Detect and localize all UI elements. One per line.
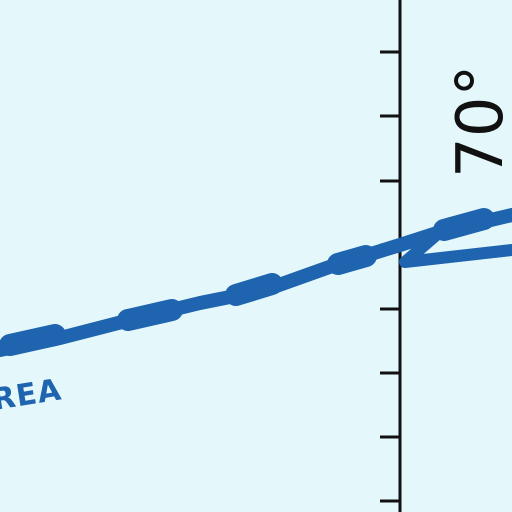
- meridian-line: [380, 0, 402, 512]
- boundary-dash: [433, 208, 495, 241]
- latitude-label: 70°: [444, 65, 512, 178]
- boundary-line: [0, 208, 512, 358]
- boundary-dash: [0, 324, 66, 356]
- boundary-dash: [225, 273, 283, 306]
- boundary-dash: [327, 245, 377, 275]
- boundary-dash: [117, 299, 183, 331]
